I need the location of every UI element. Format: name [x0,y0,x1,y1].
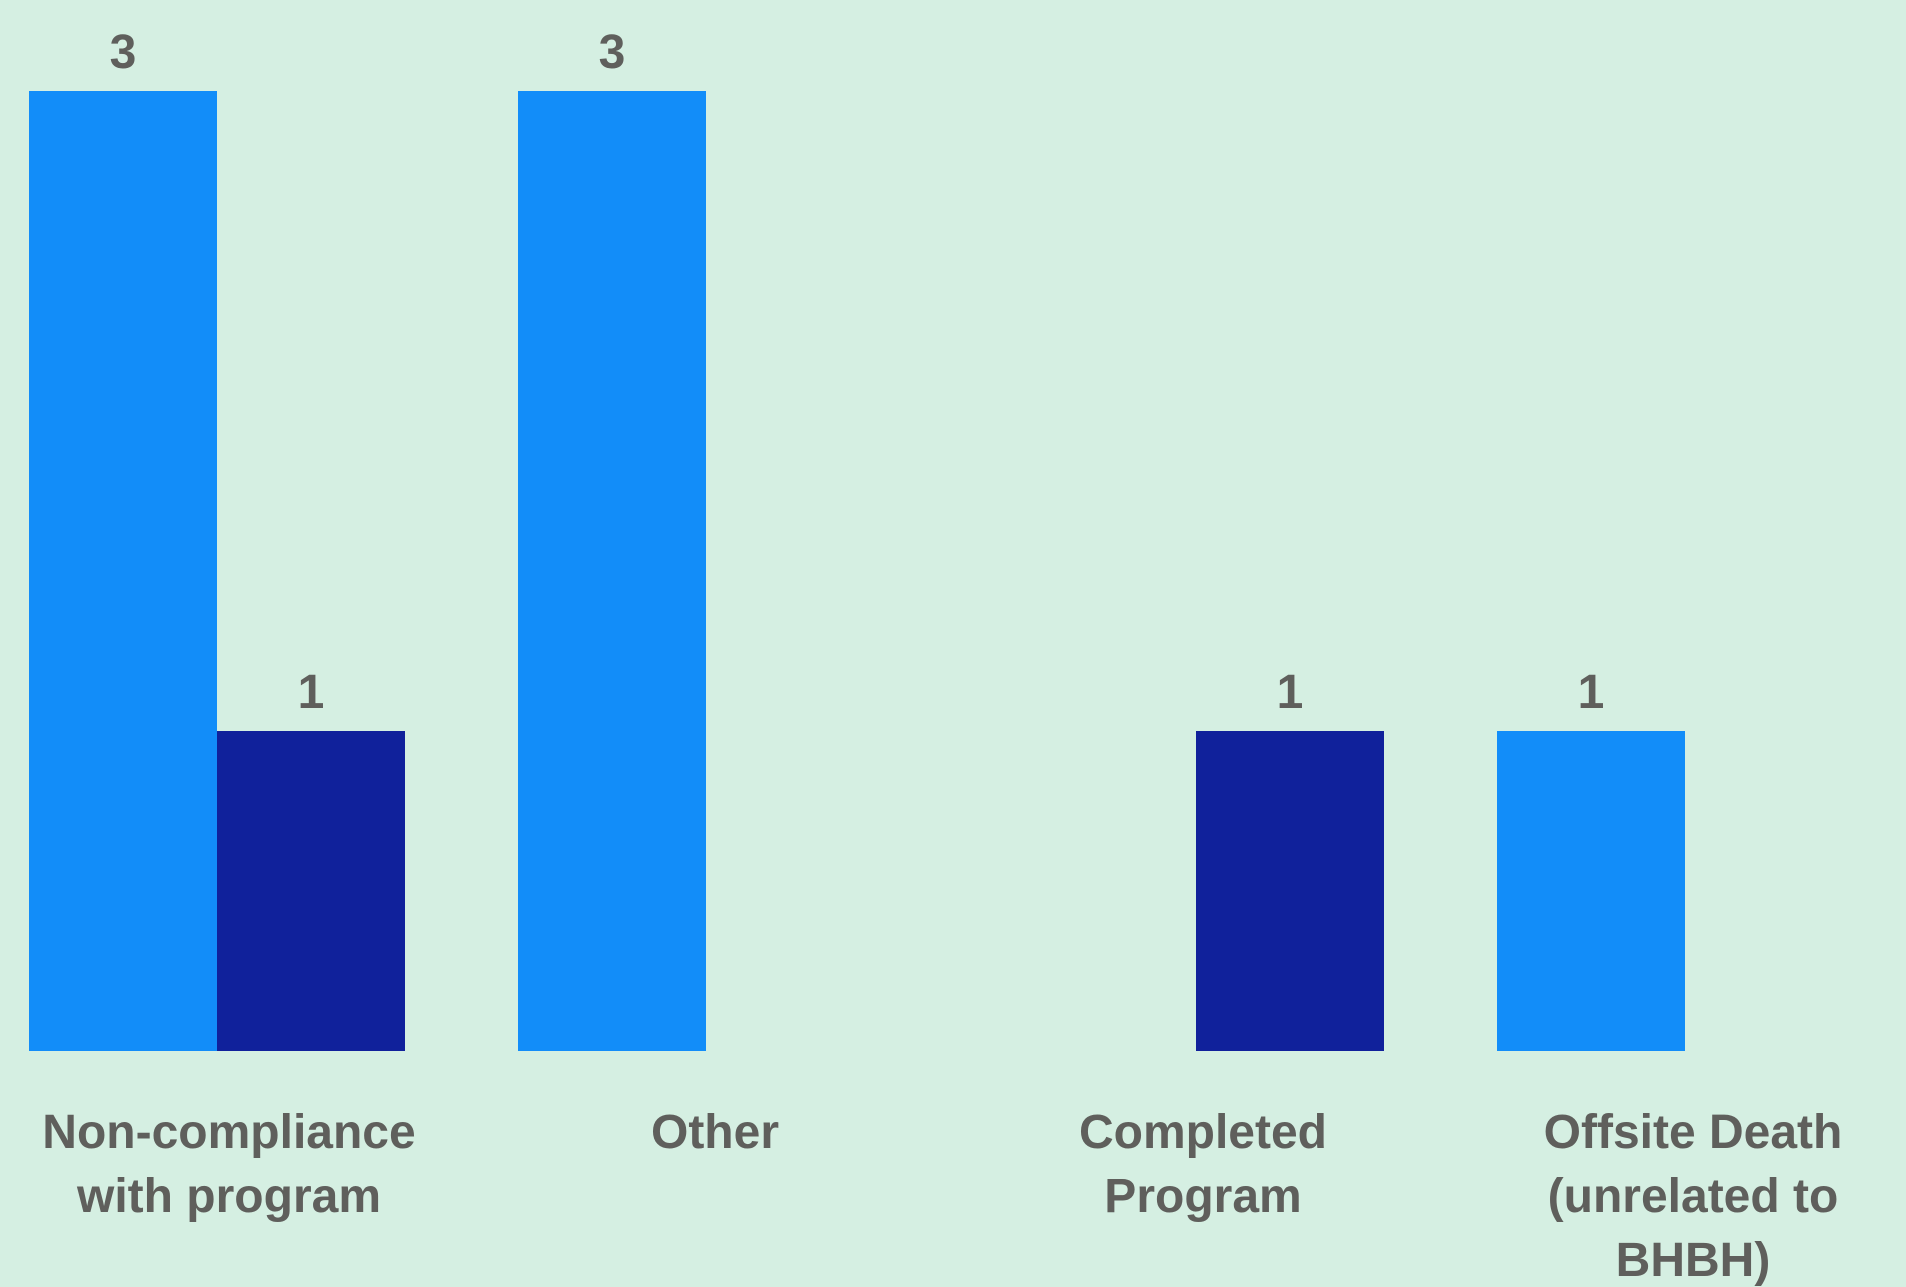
category-label-2-line-1: Program [1104,1170,1301,1223]
value-labels-layer: 3 1 3 1 1 [110,26,1605,719]
category-label-3-line-1: (unrelated to [1548,1170,1839,1223]
category-labels-layer: Non-compliance with program Other Completed… [42,1106,1842,1287]
bar-3-series-0 [1497,731,1685,1051]
bar-1-series-0 [518,91,706,1051]
bar-0-series-1 [217,731,405,1051]
value-label-0-series-1: 1 [298,666,325,719]
category-label-3-line-2: BHBH) [1616,1234,1771,1287]
value-label-2-series-1: 1 [1277,666,1304,719]
bar-0-series-0 [29,91,217,1051]
value-label-3-series-0: 1 [1578,666,1605,719]
bar-2-series-1 [1196,731,1384,1051]
category-label-0-line-0: Non-compliance [42,1106,415,1159]
category-label-0-line-1: with program [76,1170,381,1223]
value-label-0-series-0: 3 [110,26,137,79]
value-label-1-series-0: 3 [599,26,626,79]
category-label-1-line-0: Other [651,1106,779,1159]
category-label-3-line-0: Offsite Death [1544,1106,1843,1159]
bars-layer [29,91,1685,1051]
category-label-2-line-0: Completed [1079,1106,1327,1159]
